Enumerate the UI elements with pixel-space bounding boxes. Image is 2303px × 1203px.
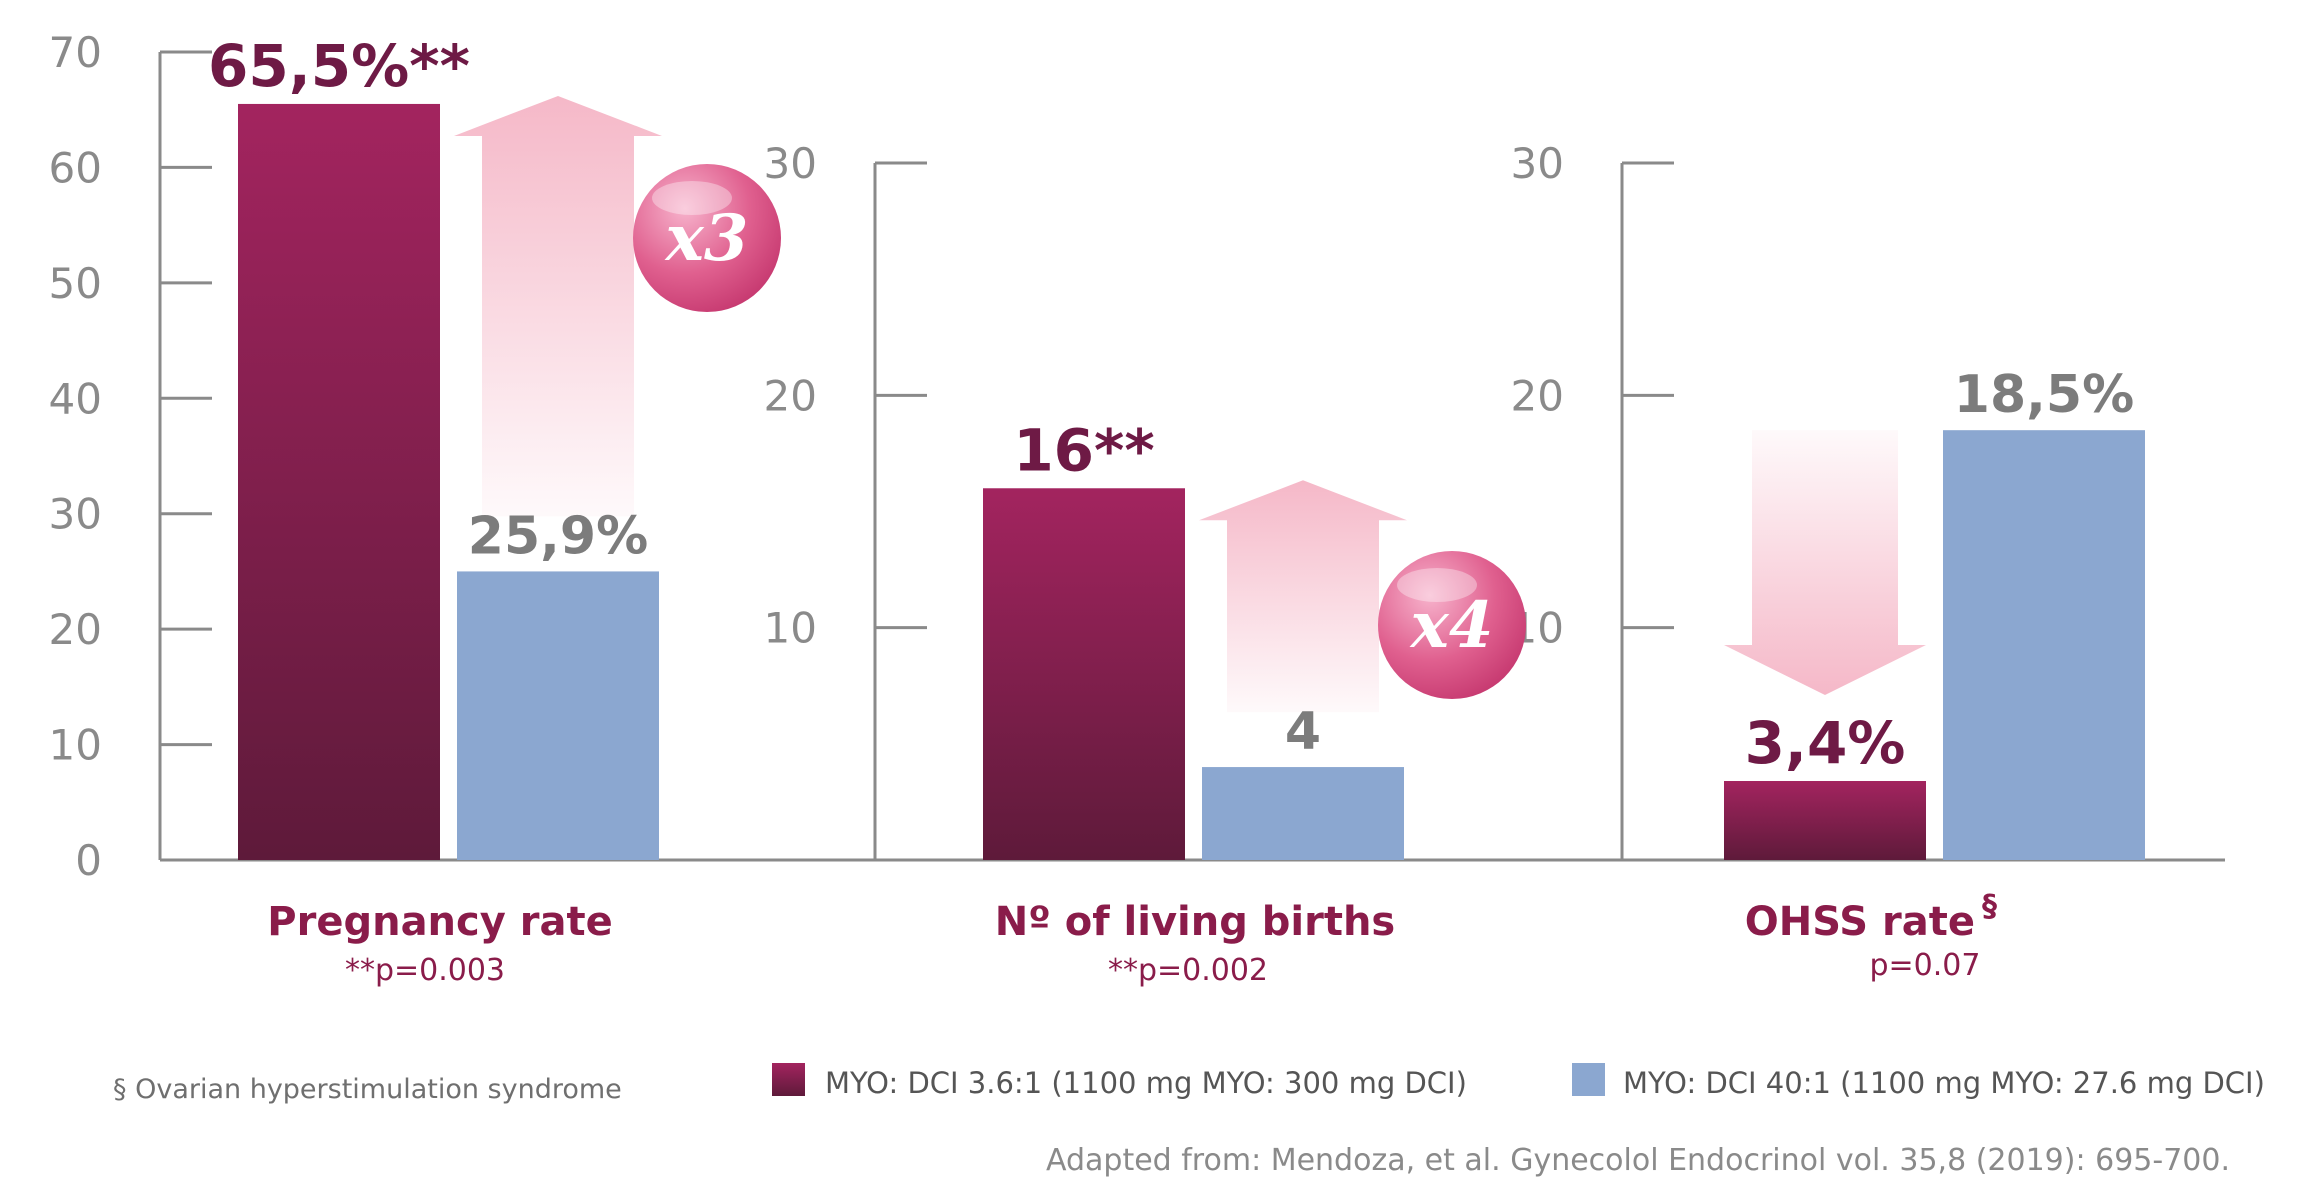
legend-label-myo-dci-40: MYO: DCI 40:1 (1100 mg MYO: 27.6 mg DCI) <box>1623 1066 2265 1100</box>
y-tick-label-pregnancy-rate-70: 70 <box>49 28 102 77</box>
legend-label-myo-dci-3-6: MYO: DCI 3.6:1 (1100 mg MYO: 300 mg DCI) <box>825 1066 1467 1100</box>
bar-ohss-rate-myo-dci-3-6 <box>1724 781 1926 860</box>
y-tick-label-pregnancy-rate-0: 0 <box>75 836 102 885</box>
trend-arrows: x3 x4 <box>454 95 1926 713</box>
footnote: § Ovarian hyperstimulation syndrome <box>113 1074 622 1105</box>
value-label-ohss-rate-myo-dci-40: 18,5% <box>1954 365 2134 425</box>
y-tick-label-living-births-20: 20 <box>764 371 817 420</box>
category-label-living-births: Nº of living births <box>995 899 1396 945</box>
badge-highlight-pregnancy-rate <box>652 181 732 215</box>
badge-highlight-living-births <box>1397 568 1477 602</box>
legend: MYO: DCI 3.6:1 (1100 mg MYO: 300 mg DCI)… <box>772 1063 2265 1100</box>
y-tick-label-ohss-rate-20: 20 <box>1511 371 1564 420</box>
value-label-ohss-rate-myo-dci-3-6: 3,4% <box>1745 709 1906 777</box>
source-citation: Adapted from: Mendoza, et al. Gynecolol … <box>1046 1143 2230 1178</box>
decrease-arrow-ohss-rate <box>1724 430 1926 695</box>
multiplier-badge-pregnancy-rate <box>633 164 781 312</box>
p-value-pregnancy-rate: **p=0.003 <box>345 953 505 988</box>
multiplier-badge-living-births <box>1378 551 1526 699</box>
y-tick-label-living-births-10: 10 <box>764 604 817 653</box>
bars <box>238 103 2145 860</box>
category-superscript-ohss: § <box>1982 889 1997 924</box>
category-label-pregnancy-rate: Pregnancy rate <box>267 899 612 945</box>
multiplier-badge-text-pregnancy-rate: x3 <box>664 201 749 276</box>
legend-swatch-myo-dci-40 <box>1572 1063 1605 1096</box>
value-label-living-births-myo-dci-3-6: 16** <box>1013 416 1154 484</box>
bar-living-births-myo-dci-3-6 <box>983 488 1185 860</box>
y-tick-label-living-births-30: 30 <box>764 139 817 188</box>
y-tick-label-pregnancy-rate-40: 40 <box>49 374 102 423</box>
y-tick-label-pregnancy-rate-60: 60 <box>49 143 102 192</box>
p-value-living-births: **p=0.002 <box>1108 953 1268 988</box>
y-tick-label-pregnancy-rate-50: 50 <box>49 259 102 308</box>
p-value-ohss-rate: p=0.07 <box>1870 948 1981 983</box>
legend-swatch-myo-dci-3-6 <box>772 1063 805 1096</box>
y-tick-label-ohss-rate-30: 30 <box>1511 139 1564 188</box>
value-labels: 65,5%** 25,9% 16** 4 3,4% 18,5% <box>208 32 2134 777</box>
increase-arrow-pregnancy-rate <box>454 95 662 517</box>
bar-living-births-myo-dci-40 <box>1202 767 1404 860</box>
bar-pregnancy-rate-myo-dci-3-6 <box>238 103 440 860</box>
bar-pregnancy-rate-myo-dci-40 <box>457 571 659 860</box>
category-label-ohss-rate: OHSS rate <box>1745 899 1975 945</box>
y-tick-label-pregnancy-rate-20: 20 <box>49 605 102 654</box>
bar-ohss-rate-myo-dci-40 <box>1943 430 2145 860</box>
value-label-pregnancy-rate-myo-dci-40: 25,9% <box>468 506 648 566</box>
increase-arrow-living-births <box>1199 480 1407 713</box>
value-label-living-births-myo-dci-40: 4 <box>1285 702 1321 762</box>
y-tick-label-pregnancy-rate-10: 10 <box>49 721 102 770</box>
y-tick-label-pregnancy-rate-30: 30 <box>49 490 102 539</box>
value-label-pregnancy-rate-myo-dci-3-6: 65,5%** <box>208 32 470 100</box>
multiplier-badge-text-living-births: x4 <box>1409 588 1494 663</box>
category-labels: Pregnancy rate **p=0.003 Nº of living bi… <box>267 889 1997 988</box>
